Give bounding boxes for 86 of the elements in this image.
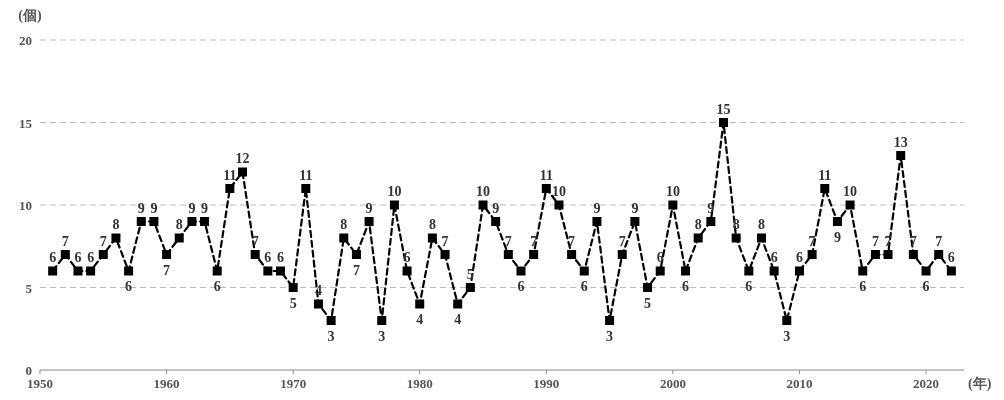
data-label: 9 [137,200,145,216]
data-label: 7 [909,233,917,249]
y-tick-label: 15 [19,115,33,131]
data-label: 6 [517,279,525,294]
x-tick-label: 2010 [786,376,813,391]
data-label: 9 [631,200,639,216]
data-label: 6 [213,279,221,294]
data-label: 7 [163,262,171,278]
data-label: 15 [716,101,731,117]
data-label: 5 [466,266,474,282]
data-label: 9 [365,200,373,216]
data-label: 8 [757,217,765,232]
y-tick-label: 0 [25,363,32,378]
x-tick-label: 1950 [27,376,53,391]
data-label: 6 [947,250,955,265]
data-label: 6 [403,250,411,265]
data-label: 4 [416,312,424,327]
y-tick-label: 10 [19,198,32,213]
data-label: 9 [707,200,715,216]
data-label: 6 [795,250,803,265]
data-label: 6 [580,279,588,294]
x-tick-label: 1990 [533,376,560,391]
data-label: 6 [276,250,284,265]
data-label: 3 [783,328,791,344]
x-tick-label: 1980 [406,376,433,391]
data-label: 5 [289,295,297,311]
data-label: 8 [112,217,120,232]
data-label: 12 [235,151,250,166]
data-label: 9 [492,200,500,216]
data-label: 11 [223,167,237,183]
x-tick-label: 2000 [659,376,686,391]
data-label: 11 [299,167,313,183]
data-label: 7 [530,233,538,249]
data-label: 10 [551,184,566,199]
data-label: 7 [871,233,879,249]
data-label: 7 [568,233,576,249]
data-label: 6 [745,279,753,294]
data-label: 8 [732,217,740,232]
data-label: 6 [49,250,57,265]
data-label: 8 [340,217,348,232]
data-label: 8 [694,217,702,232]
data-label: 11 [539,167,553,183]
data-label: 7 [441,233,449,249]
data-label: 9 [593,200,601,216]
data-label: 6 [682,279,690,294]
y-axis-title: (個) [18,8,42,24]
data-label: 9 [201,200,209,216]
data-label: 8 [428,217,436,232]
x-tick-label: 1970 [280,376,307,391]
data-label: 7 [352,262,360,278]
y-tick-label: 5 [25,280,33,296]
x-tick-label: 2020 [913,376,940,391]
data-label: 7 [884,233,892,249]
data-label: 6 [770,250,778,265]
data-label: 6 [859,279,867,294]
data-label: 7 [99,233,107,249]
data-label: 6 [87,250,95,265]
data-label: 7 [61,233,69,249]
data-label: 6 [74,250,82,265]
data-label: 7 [251,233,259,249]
data-label: 9 [188,200,196,216]
data-label: 3 [327,328,335,344]
data-label: 6 [922,279,930,294]
x-axis-title: (年) [968,376,992,392]
data-label: 10 [665,184,680,199]
y-tick-label: 20 [19,33,32,48]
data-label: 10 [387,184,402,199]
data-label: 6 [125,279,133,294]
data-label: 4 [314,283,322,298]
data-label: 3 [606,328,614,344]
data-label: 4 [454,312,462,327]
data-label: 3 [378,328,386,344]
data-label: 7 [935,233,943,249]
data-label: 5 [644,295,652,311]
data-label: 8 [175,217,183,232]
data-label: 9 [833,229,841,245]
x-tick-label: 1960 [153,376,180,391]
data-label: 6 [656,250,664,265]
data-label: 6 [264,250,272,265]
data-label: 9 [150,200,158,216]
data-label: 11 [818,167,832,183]
data-label: 7 [618,233,626,249]
data-label: 10 [843,184,858,199]
data-label: 7 [504,233,512,249]
data-label: 13 [893,134,908,150]
data-label: 10 [476,184,491,199]
